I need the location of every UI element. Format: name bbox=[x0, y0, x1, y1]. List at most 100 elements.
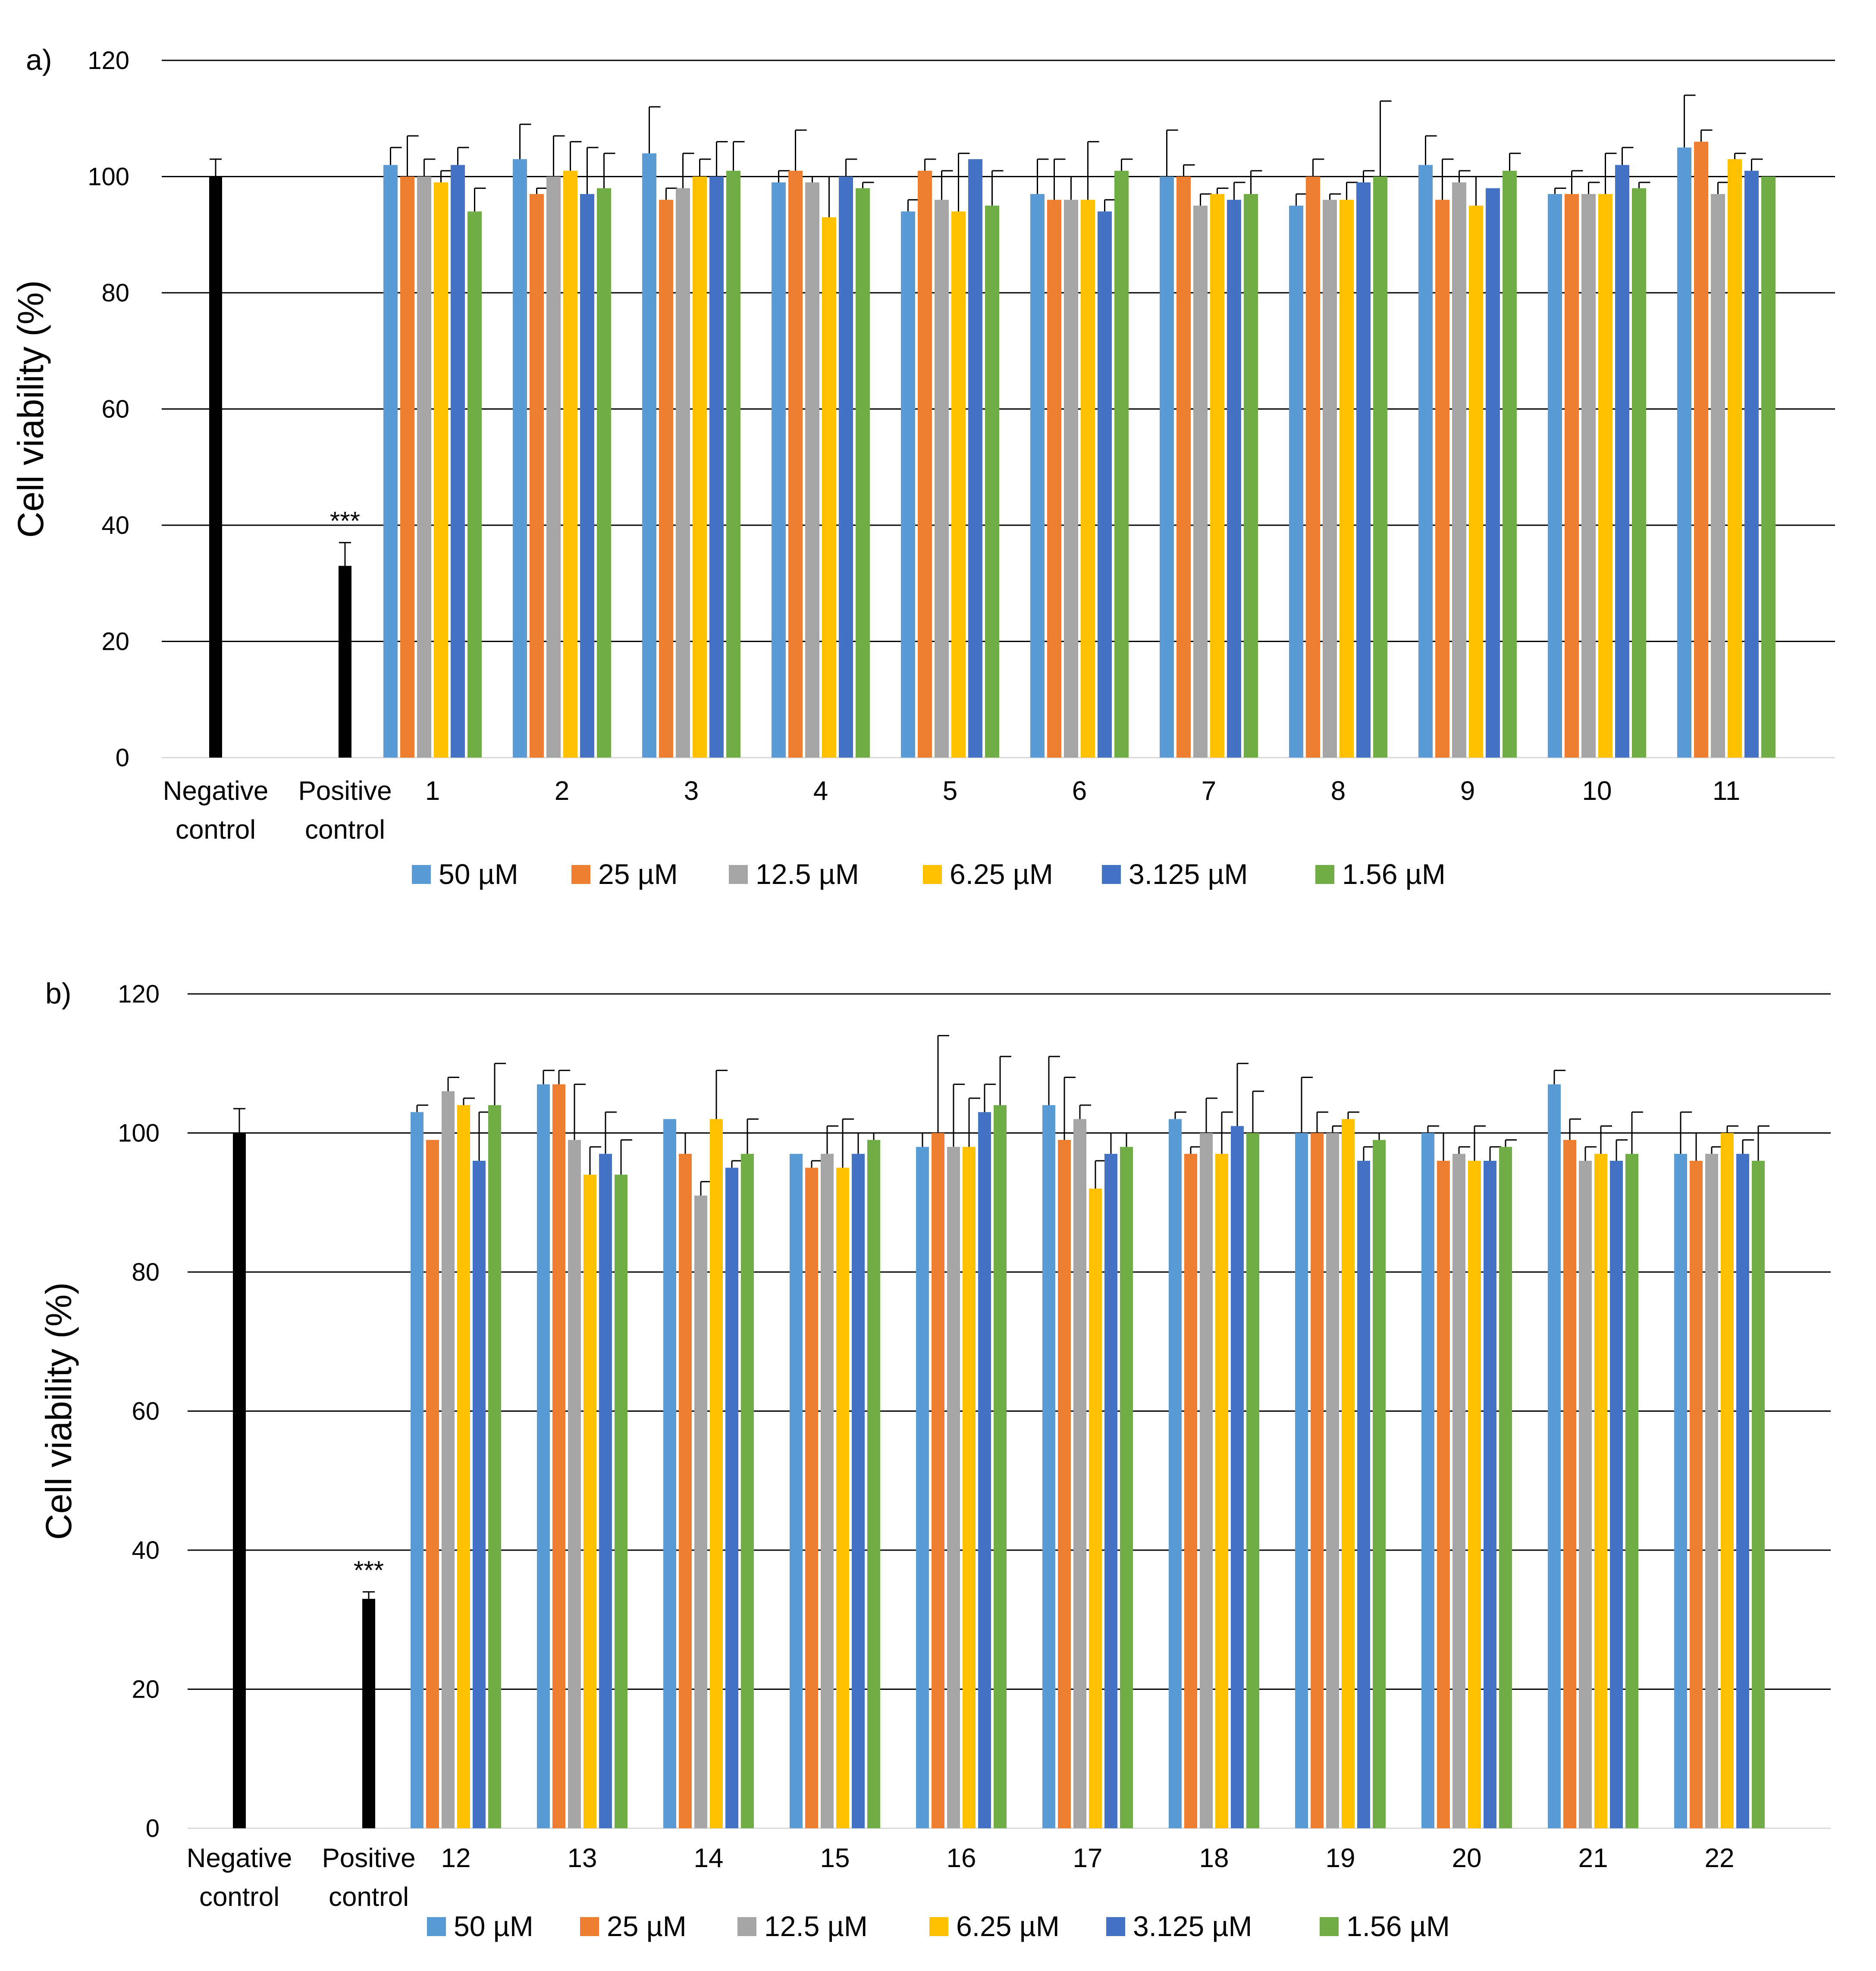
bar bbox=[1373, 176, 1387, 758]
legend-label: 1.56 µM bbox=[1346, 1910, 1450, 1942]
x-tick-label: 4 bbox=[813, 776, 828, 806]
x-tick-label: 22 bbox=[1705, 1843, 1735, 1873]
legend-label: 50 µM bbox=[454, 1910, 533, 1942]
bar bbox=[951, 211, 966, 758]
legend: 50 µM 25 µM 12.5 µM 6.25 µM 3.125 µM 1.56 µM bbox=[427, 1910, 1450, 1942]
y-tick-label: 80 bbox=[132, 1258, 160, 1286]
x-tick-label: 1 bbox=[425, 776, 440, 806]
bar bbox=[1098, 211, 1112, 758]
bar bbox=[1030, 194, 1045, 758]
bar bbox=[488, 1105, 501, 1828]
bar bbox=[1210, 194, 1224, 758]
legend-swatch bbox=[1320, 1917, 1339, 1936]
bar bbox=[451, 165, 465, 758]
bar bbox=[772, 182, 786, 758]
bar bbox=[1728, 159, 1742, 758]
x-tick-label: 10 bbox=[1582, 776, 1612, 806]
bar bbox=[642, 153, 656, 758]
x-tick-label: control bbox=[305, 815, 385, 845]
x-tick-label: 5 bbox=[943, 776, 957, 806]
bar bbox=[994, 1105, 1007, 1828]
bar bbox=[1340, 200, 1354, 758]
legend-label: 25 µM bbox=[607, 1910, 687, 1942]
bar bbox=[790, 1153, 803, 1828]
panel-label: b) bbox=[45, 977, 71, 1010]
legend-label: 6.25 µM bbox=[956, 1910, 1060, 1942]
bar bbox=[442, 1091, 455, 1828]
bar bbox=[1421, 1133, 1434, 1828]
x-tick-label: 15 bbox=[820, 1843, 850, 1873]
bar bbox=[1674, 1153, 1687, 1828]
bar bbox=[788, 171, 803, 758]
bar bbox=[473, 1161, 486, 1828]
legend-label: 50 µM bbox=[439, 858, 518, 890]
bar bbox=[694, 1195, 707, 1828]
bar bbox=[1169, 1119, 1182, 1828]
bar bbox=[1160, 176, 1174, 758]
bar bbox=[1548, 1084, 1561, 1828]
bar bbox=[1563, 1140, 1576, 1828]
bar bbox=[1215, 1153, 1228, 1828]
y-tick-label: 80 bbox=[101, 279, 129, 307]
bar bbox=[599, 1153, 612, 1828]
bar bbox=[1184, 1153, 1197, 1828]
bar bbox=[1677, 147, 1691, 758]
bar bbox=[467, 211, 482, 758]
x-tick-label: 11 bbox=[1713, 776, 1740, 806]
x-tick-label: Positive bbox=[298, 776, 392, 806]
bar bbox=[537, 1084, 550, 1828]
bar bbox=[417, 176, 431, 758]
legend-swatch bbox=[1315, 865, 1334, 884]
bar bbox=[400, 176, 414, 758]
bar bbox=[584, 1175, 596, 1828]
bar bbox=[1721, 1133, 1734, 1828]
bar bbox=[1744, 171, 1759, 758]
bar bbox=[1761, 176, 1776, 758]
y-tick-label: 20 bbox=[101, 628, 129, 656]
bar bbox=[1468, 1161, 1481, 1828]
x-tick-label: Positive bbox=[322, 1843, 415, 1873]
bar bbox=[1176, 176, 1191, 758]
bar bbox=[1625, 1153, 1638, 1828]
bar bbox=[1690, 1161, 1703, 1828]
y-tick-label: 100 bbox=[118, 1119, 160, 1147]
bar bbox=[1452, 1153, 1465, 1828]
bar bbox=[741, 1153, 754, 1828]
bar bbox=[725, 1168, 738, 1828]
bar bbox=[935, 200, 949, 758]
y-tick-label: 100 bbox=[88, 163, 129, 191]
bar bbox=[1081, 200, 1095, 758]
bar bbox=[821, 1153, 834, 1828]
x-tick-label: 12 bbox=[441, 1843, 471, 1873]
bar bbox=[383, 165, 398, 758]
bar bbox=[434, 182, 448, 758]
bar bbox=[597, 188, 611, 758]
bar bbox=[1594, 1153, 1607, 1828]
legend-swatch bbox=[737, 1917, 756, 1936]
bar bbox=[1610, 1161, 1623, 1828]
y-tick-label: 20 bbox=[132, 1676, 160, 1704]
bar bbox=[1503, 171, 1517, 758]
legend-label: 25 µM bbox=[598, 858, 678, 890]
legend-label: 1.56 µM bbox=[1342, 858, 1446, 890]
bar bbox=[1073, 1119, 1086, 1828]
bar bbox=[710, 1119, 723, 1828]
panel-label: a) bbox=[26, 44, 52, 76]
y-tick-label: 120 bbox=[88, 47, 129, 75]
bar bbox=[1499, 1147, 1512, 1828]
bar bbox=[1227, 200, 1241, 758]
bar bbox=[1373, 1140, 1386, 1828]
bar bbox=[852, 1153, 865, 1828]
bar bbox=[1548, 194, 1562, 758]
bar bbox=[1323, 200, 1337, 758]
bar bbox=[1058, 1140, 1071, 1828]
x-tick-label: Negative bbox=[163, 776, 269, 806]
bar bbox=[1694, 141, 1708, 758]
y-tick-label: 0 bbox=[146, 1814, 160, 1843]
legend-swatch bbox=[1102, 865, 1121, 884]
bar bbox=[822, 217, 836, 758]
bar bbox=[411, 1112, 424, 1828]
bar bbox=[679, 1153, 692, 1828]
significance-label: *** bbox=[330, 506, 360, 535]
legend-swatch bbox=[412, 865, 431, 884]
